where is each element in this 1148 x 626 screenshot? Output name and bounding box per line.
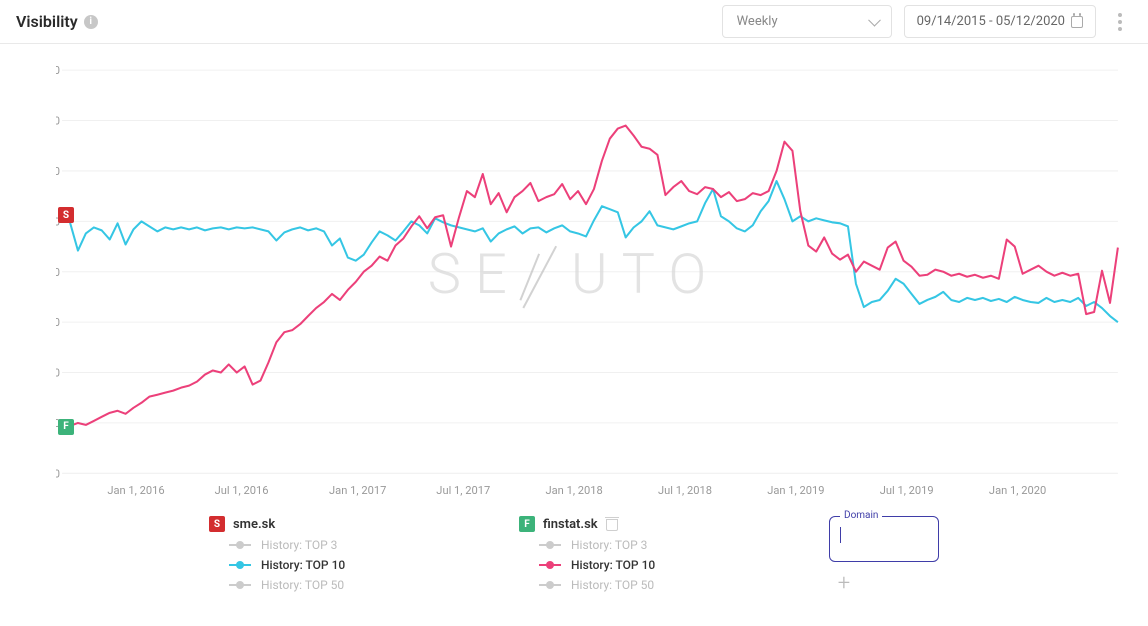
- add-domain-button[interactable]: +: [829, 568, 859, 598]
- legend-item-fin-top10[interactable]: History: TOP 10: [519, 558, 749, 572]
- chart-area: SEUTO 05001000150020002500300035004000Ja…: [0, 44, 1148, 504]
- svg-text:3500: 3500: [56, 115, 60, 128]
- date-range-text: 09/14/2015 - 05/12/2020: [917, 14, 1065, 29]
- legend-item-fin-top3[interactable]: History: TOP 3: [519, 538, 749, 552]
- svg-text:Jan 1, 2018: Jan 1, 2018: [545, 484, 602, 497]
- legend-col-finstat: F finstat.sk History: TOP 3 History: TOP…: [519, 516, 749, 598]
- page-title: Visibility: [16, 12, 78, 31]
- title-wrap: Visibility i: [16, 12, 98, 31]
- legend-item-sme-top3[interactable]: History: TOP 3: [209, 538, 439, 552]
- swatch-grey: [539, 544, 561, 546]
- legend-col-sme: S sme.sk History: TOP 3 History: TOP 10 …: [209, 516, 439, 598]
- legend-domain-sme: sme.sk: [233, 517, 275, 532]
- svg-text:Jan 1, 2016: Jan 1, 2016: [107, 484, 164, 497]
- svg-text:Jan 1, 2020: Jan 1, 2020: [989, 484, 1046, 497]
- swatch-cyan: [229, 564, 251, 566]
- domain-input-label: Domain: [840, 510, 882, 521]
- svg-text:Jul 1, 2019: Jul 1, 2019: [880, 484, 934, 497]
- header-bar: Visibility i Weekly 09/14/2015 - 05/12/2…: [0, 0, 1148, 44]
- legend-domain-finstat: finstat.sk: [543, 517, 598, 532]
- legend-area: S sme.sk History: TOP 3 History: TOP 10 …: [0, 504, 1148, 598]
- domain-input[interactable]: Domain: [829, 516, 939, 562]
- kebab-menu[interactable]: [1108, 10, 1132, 34]
- svg-text:Jan 1, 2017: Jan 1, 2017: [329, 484, 386, 497]
- svg-text:0: 0: [56, 467, 60, 480]
- svg-text:1000: 1000: [56, 367, 60, 380]
- info-icon[interactable]: i: [84, 15, 98, 29]
- watermark: SEUTO: [428, 241, 721, 307]
- svg-text:Jul 1, 2017: Jul 1, 2017: [436, 484, 490, 497]
- sme-favicon-marker: S: [58, 207, 74, 223]
- swatch-grey: [539, 584, 561, 586]
- period-dropdown[interactable]: Weekly: [722, 5, 892, 38]
- date-range-picker[interactable]: 09/14/2015 - 05/12/2020: [904, 5, 1096, 38]
- period-selected: Weekly: [737, 14, 778, 29]
- calendar-icon: [1071, 16, 1083, 28]
- legend-item-fin-top50[interactable]: History: TOP 50: [519, 578, 749, 592]
- svg-text:Jan 1, 2019: Jan 1, 2019: [767, 484, 824, 497]
- legend-item-sme-top50[interactable]: History: TOP 50: [209, 578, 439, 592]
- legend-col-add-domain: Domain +: [829, 516, 939, 598]
- legend-item-sme-top10[interactable]: History: TOP 10: [209, 558, 439, 572]
- trash-icon[interactable]: [606, 517, 618, 531]
- finstat-favicon: F: [519, 516, 535, 532]
- swatch-grey: [229, 544, 251, 546]
- swatch-grey: [229, 584, 251, 586]
- finstat-favicon-marker: F: [58, 419, 74, 435]
- svg-text:4000: 4000: [56, 64, 60, 77]
- svg-text:Jul 1, 2018: Jul 1, 2018: [658, 484, 712, 497]
- svg-text:1500: 1500: [56, 316, 60, 329]
- sme-favicon: S: [209, 516, 225, 532]
- swatch-pink: [539, 564, 561, 566]
- svg-text:2000: 2000: [56, 266, 60, 279]
- svg-text:3000: 3000: [56, 165, 60, 178]
- header-controls: Weekly 09/14/2015 - 05/12/2020: [722, 5, 1132, 38]
- svg-text:Jul 1, 2016: Jul 1, 2016: [215, 484, 269, 497]
